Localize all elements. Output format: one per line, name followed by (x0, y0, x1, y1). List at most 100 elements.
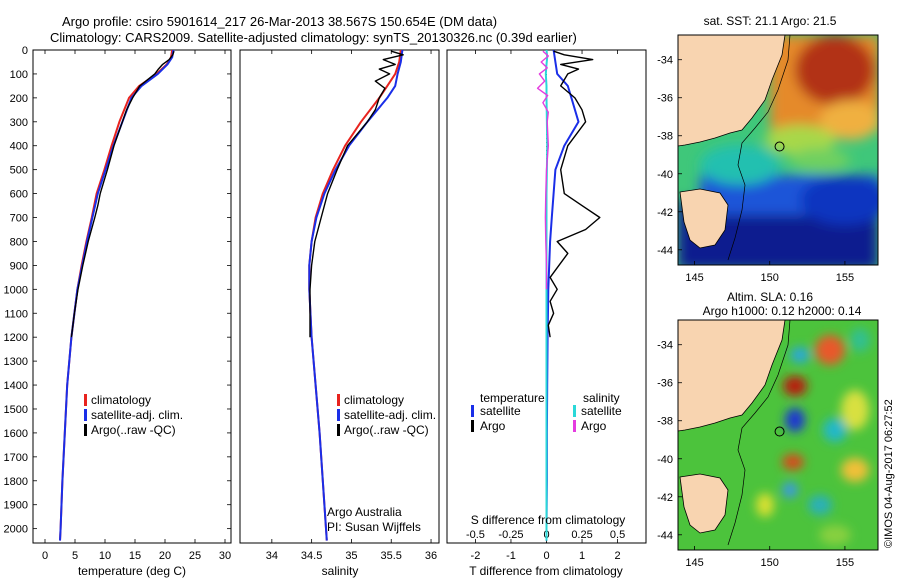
s-diff-tick-label: -0.5 (466, 529, 485, 541)
legend-label-argo: Argo(..raw -QC) (344, 423, 429, 437)
lat-tick-label: -36 (657, 378, 673, 390)
depth-tick-label: 200 (10, 93, 28, 105)
depth-tick-label: 1500 (4, 404, 28, 416)
legend-swatch-climatology (84, 394, 87, 406)
sst-map-title: sat. SST: 21.1 Argo: 21.5 (704, 14, 837, 28)
x-tick-label: 1 (579, 550, 585, 562)
x-tick-label: 34 (266, 550, 278, 562)
x-tick-label: 25 (189, 550, 201, 562)
sla-map-field (678, 320, 878, 550)
float-position-marker (774, 141, 785, 152)
difference-xlabel-s: S difference from climatology (471, 513, 626, 527)
temperature-axes-frame (32, 49, 232, 544)
tasmania-landmass (679, 473, 729, 534)
salinity-argo-line (536, 50, 549, 290)
legend-header-salinity: salinity (583, 391, 620, 405)
temperature-legend: climatology satellite-adj. clim. Argo(..… (84, 393, 183, 437)
legend-label-s-satellite: satellite (581, 404, 622, 418)
temperature-x-axis: 0 5 10 15 20 25 30 (42, 50, 231, 562)
x-tick-label: 0 (543, 550, 549, 562)
difference-xlabel-t: T difference from climatology (469, 564, 623, 578)
depth-tick-label: 600 (10, 189, 28, 201)
lon-tick-label: 155 (836, 557, 854, 569)
salinity-legend: climatology satellite-adj. clim. Argo(..… (337, 393, 436, 437)
depth-tick-label: 0 (22, 45, 28, 57)
lat-tick-label: -36 (657, 93, 673, 105)
lon-tick-label: 150 (761, 272, 779, 284)
depth-tick-label: 700 (10, 213, 28, 225)
x-tick-label: 35.5 (381, 550, 402, 562)
salinity-panel: 34 34.5 35 35.5 36 salinity climatology sate… (239, 49, 440, 578)
x-tick-label: 20 (159, 550, 171, 562)
legend-swatch-satellite (84, 409, 87, 421)
depth-tick-label: 1800 (4, 476, 28, 488)
x-tick-label: -1 (506, 550, 516, 562)
argo-raw-qc-line (70, 50, 175, 338)
legend-label-t-argo: Argo (480, 419, 506, 433)
temperature-argo-line (547, 50, 601, 338)
salinity-x-axis: 34 34.5 35 35.5 36 (266, 50, 437, 562)
legend-swatch-satellite (337, 409, 340, 421)
legend-label-argo: Argo(..raw -QC) (91, 423, 176, 437)
sla-map-panel: Altim. SLA: 0.16 Argo h1000: 0.12 h2000:… (657, 290, 879, 569)
sst-map-lat-axis: -34 -36 -38 -40 -42 -44 (657, 55, 682, 257)
sst-map-frame (677, 34, 879, 266)
x-tick-label: 0 (42, 550, 48, 562)
s-diff-tick-label: 0.5 (610, 529, 625, 541)
temperature-series (59, 50, 175, 541)
lat-tick-label: -44 (657, 530, 673, 542)
temperature-xlabel: temperature (deg C) (78, 564, 186, 578)
x-tick-label: 35 (345, 550, 357, 562)
lon-tick-label: 145 (685, 557, 703, 569)
depth-tick-label: 300 (10, 117, 28, 129)
legend-label-climatology: climatology (344, 393, 404, 407)
depth-tick-label: 1600 (4, 428, 28, 440)
sla-map-title-line2: Argo h1000: 0.12 h2000: 0.14 (703, 304, 862, 318)
legend-label-climatology: climatology (91, 393, 151, 407)
difference-panel: -2 -1 0 1 2 -0.5 -0.25 0 0.25 0.5 T difference f… (446, 49, 647, 578)
sst-map-panel: sat. SST: 21.1 Argo: 21.5 -34 -36 -38 -40 -4… (657, 14, 879, 284)
depth-tick-label: 400 (10, 141, 28, 153)
legend-swatch-t-satellite (471, 405, 474, 417)
s-diff-tick-label: -0.25 (498, 529, 523, 541)
mainland-landmass (678, 320, 786, 432)
float-position-marker (774, 426, 785, 437)
pi-note: PI: Susan Wijffels (327, 520, 421, 534)
x-tick-label: 36 (425, 550, 437, 562)
lon-tick-label: 145 (685, 272, 703, 284)
x-tick-label: -2 (471, 550, 481, 562)
sla-map-title-line1: Altim. SLA: 0.16 (727, 290, 813, 304)
lat-tick-label: -34 (657, 340, 673, 352)
difference-series (536, 50, 601, 541)
x-tick-label: 10 (99, 550, 111, 562)
depth-tick-label: 1300 (4, 356, 28, 368)
lat-tick-label: -34 (657, 55, 673, 67)
legend-swatch-t-argo (471, 420, 474, 432)
salinity-xlabel: salinity (322, 564, 359, 578)
legend-swatch-climatology (337, 394, 340, 406)
chart-title-line1: Argo profile: csiro 5901614_217 26-Mar-2… (62, 14, 498, 29)
legend-swatch-argo (84, 424, 87, 436)
x-tick-label: 34.5 (301, 550, 322, 562)
temperature-panel: 0100200300400500600700800900100011001200… (4, 45, 646, 578)
legend-label-satellite: satellite-adj. clim. (91, 408, 183, 422)
lat-tick-label: -44 (657, 245, 673, 257)
sla-map-lat-axis: -34 -36 -38 -40 -42 -44 (657, 340, 682, 542)
lat-tick-label: -38 (657, 131, 673, 143)
lon-tick-label: 155 (836, 272, 854, 284)
temperature-depth-axis: 0 100 200 300 400 500 600 700 800 900 1000 1100 1200… (4, 45, 646, 536)
legend-swatch-argo (337, 424, 340, 436)
depth-tick-label: 2000 (4, 524, 28, 536)
depth-tick-label: 100 (10, 69, 28, 81)
legend-label-satellite: satellite-adj. clim. (344, 408, 436, 422)
legend-header-temperature: temperature (480, 391, 545, 405)
mainland-landmass (678, 35, 786, 147)
shelf-contour (727, 320, 791, 546)
depth-tick-label: 1900 (4, 500, 28, 512)
x-tick-label: 30 (219, 550, 231, 562)
x-tick-label: 2 (615, 550, 621, 562)
depth-tick-label: 1700 (4, 452, 28, 464)
sla-map-frame (677, 319, 879, 551)
depth-tick-label: 800 (10, 236, 28, 248)
